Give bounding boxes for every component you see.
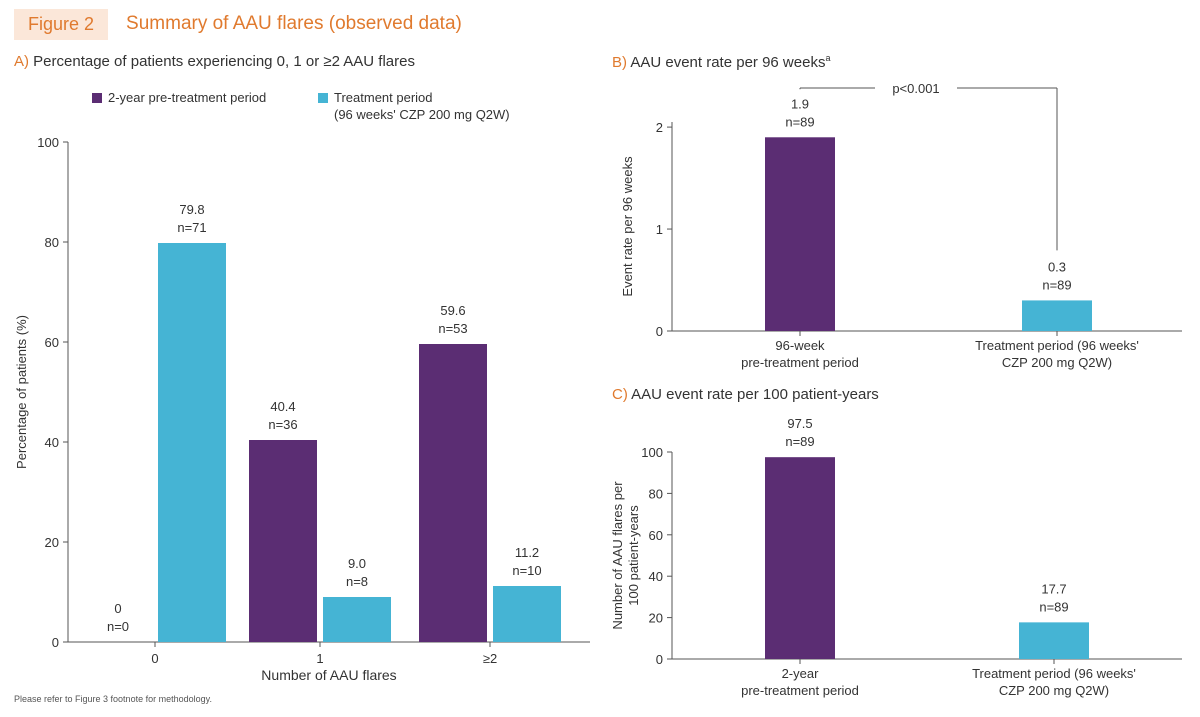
panel-c-x-tick-label: pre-treatment period: [741, 683, 859, 698]
footnote: Please refer to Figure 3 footnote for me…: [14, 694, 212, 704]
panel-c-y-axis-label: 100 patient-years: [626, 505, 641, 606]
panel-a-n-label: n=36: [268, 417, 297, 432]
panel-b-bar-pretreatment: [765, 137, 835, 331]
panel-a-value-label: 11.2: [515, 545, 539, 560]
panel-a-x-axis-label: Number of AAU flares: [261, 667, 396, 683]
panel-c-x-tick-label: Treatment period (96 weeks': [972, 666, 1136, 681]
legend-swatch-pretreatment: [92, 93, 102, 103]
panel-a-x-tick-label: ≥2: [483, 651, 497, 666]
panel-c-bar-treatment: [1019, 622, 1089, 659]
panel-c-title: C) AAU event rate per 100 patient-years: [612, 386, 879, 403]
panel-a-letter: A): [14, 53, 29, 70]
panel-a-y-tick-label: 40: [45, 435, 59, 450]
panel-b-footnote-marker: a: [825, 53, 831, 63]
legend-swatch-treatment: [318, 93, 328, 103]
panel-a-value-label: 59.6: [440, 303, 465, 318]
panel-a-value-label: 0: [114, 601, 121, 616]
panel-c-x-tick-label: 2-year: [782, 666, 820, 681]
panel-c-y-tick-label: 60: [649, 528, 663, 543]
panel-a-title: A) Percentage of patients experiencing 0…: [14, 53, 415, 70]
figure-title: Summary of AAU flares (observed data): [126, 13, 462, 34]
panel-b-n-label: n=89: [785, 114, 814, 129]
panel-c-y-tick-label: 100: [641, 445, 663, 460]
panel-a-y-tick-label: 0: [52, 635, 59, 650]
panel-c-value-label: 97.5: [787, 416, 812, 431]
panel-a-y-axis-label: Percentage of patients (%): [14, 315, 29, 469]
panel-b-x-tick-label: CZP 200 mg Q2W): [1002, 355, 1112, 370]
panel-c-n-label: n=89: [785, 434, 814, 449]
panel-b-value-label: 1.9: [791, 96, 809, 111]
panel-c-x-tick-label: CZP 200 mg Q2W): [999, 683, 1109, 698]
panel-a-y-tick-label: 100: [37, 135, 59, 150]
panel-c-y-tick-label: 80: [649, 486, 663, 501]
panel-b-y-tick-label: 0: [656, 324, 663, 339]
panel-c-y-tick-label: 40: [649, 569, 663, 584]
panel-a-value-label: 79.8: [179, 202, 204, 217]
panel-b-title: B) AAU event rate per 96 weeksa: [612, 53, 830, 71]
panel-c-bar-pretreatment: [765, 457, 835, 659]
panel-c-y-axis-label: Number of AAU flares per: [610, 481, 625, 630]
panel-b-y-axis-label: Event rate per 96 weeks: [620, 156, 635, 297]
panel-b-value-label: 0.3: [1048, 259, 1066, 274]
panel-a-n-label: n=0: [107, 619, 129, 634]
panel-b-p-value: p<0.001: [892, 81, 939, 96]
panel-a-bar-treatment: [158, 243, 226, 642]
panel-b-x-tick-label: Treatment period (96 weeks': [975, 338, 1139, 353]
panel-a-bar-pretreatment: [249, 440, 317, 642]
panel-a-y-tick-label: 20: [45, 535, 59, 550]
panel-a-y-tick-label: 80: [45, 235, 59, 250]
panel-b-y-tick-label: 1: [656, 222, 663, 237]
legend-label-treatment-line1: Treatment period: [334, 90, 433, 105]
figure-header: Figure 2 Summary of AAU flares (observed…: [14, 8, 462, 40]
panel-a-n-label: n=8: [346, 574, 368, 589]
legend-label-treatment-line2: (96 weeks' CZP 200 mg Q2W): [334, 107, 510, 122]
panel-b-title-text: AAU event rate per 96 weeks: [630, 54, 826, 71]
panel-b-y-tick-label: 2: [656, 120, 663, 135]
panel-a-bar-treatment: [323, 597, 391, 642]
panel-a-title-text: Percentage of patients experiencing 0, 1…: [33, 53, 415, 70]
panel-b-n-label: n=89: [1042, 277, 1071, 292]
panel-a-bar-treatment: [493, 586, 561, 642]
panel-c-value-label: 17.7: [1041, 581, 1066, 596]
panel-b-letter: B): [612, 54, 627, 71]
legend-label-pretreatment: 2-year pre-treatment period: [108, 90, 267, 105]
panel-c-title-text: AAU event rate per 100 patient-years: [631, 386, 879, 403]
panel-b-x-tick-label: 96-week: [775, 338, 825, 353]
panel-c-letter: C): [612, 386, 628, 403]
panel-a-x-tick-label: 1: [316, 651, 323, 666]
panel-a-value-label: 40.4: [270, 399, 295, 414]
panel-a-n-label: n=10: [512, 563, 541, 578]
figure-label: Figure 2: [14, 8, 109, 40]
panel-a-n-label: n=71: [177, 220, 206, 235]
panel-c-y-tick-label: 0: [656, 652, 663, 667]
panel-b-bar-treatment: [1022, 300, 1092, 331]
panel-c-y-tick-label: 20: [649, 611, 663, 626]
panel-a-n-label: n=53: [438, 321, 467, 336]
panel-a-y-tick-label: 60: [45, 335, 59, 350]
panel-c-n-label: n=89: [1039, 599, 1068, 614]
panel-a-bar-pretreatment: [419, 344, 487, 642]
panel-a-value-label: 9.0: [348, 556, 366, 571]
panel-b-x-tick-label: pre-treatment period: [741, 355, 859, 370]
panel-a-x-tick-label: 0: [151, 651, 158, 666]
